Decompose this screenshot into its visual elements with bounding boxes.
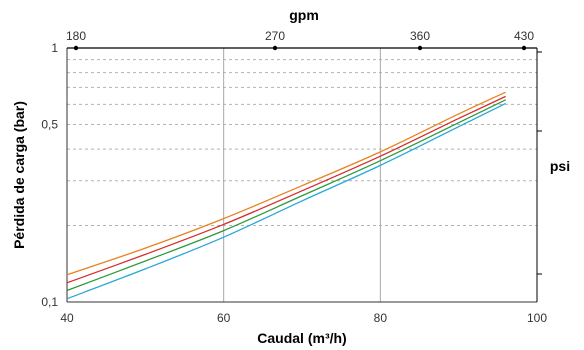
x-tick-label: 40 [60,311,74,325]
x-tick-label: 80 [374,311,388,325]
top-tick-dot [417,45,423,51]
plot-frame [66,48,537,303]
top-tick-dot [272,45,278,51]
y-axis-ticks: 0,1 0,5 1 [41,41,58,309]
right-axis [536,48,542,302]
series-line-1 [66,91,506,276]
top-tick-label: 180 [66,29,86,43]
series-line-2 [66,95,506,284]
top-tick-label: 430 [514,29,534,43]
top-tick-dot [73,45,79,51]
vertical-grid [223,48,381,302]
top-tick-dot [521,45,527,51]
horizontal-grid [67,59,537,227]
y-tick-label: 1 [51,41,58,55]
top-tick-label: 270 [265,29,285,43]
y-tick-label: 0,1 [41,295,58,309]
x-axis-ticks: 40 60 80 100 [60,311,547,325]
top-axis-label: gpm [289,7,319,23]
top-axis: 180 270 360 430 [66,29,537,51]
x-tick-label: 100 [527,311,547,325]
series-lines [66,91,506,300]
series-line-4 [66,102,506,300]
y-tick-label: 0,5 [41,117,58,131]
x-axis-label: Caudal (m³/h) [257,330,346,346]
x-tick-label: 60 [217,311,231,325]
y-axis-label: Pérdida de carga (bar) [11,101,27,249]
right-axis-label: psi [550,158,570,174]
series-line-3 [66,99,506,292]
top-tick-label: 360 [410,29,430,43]
